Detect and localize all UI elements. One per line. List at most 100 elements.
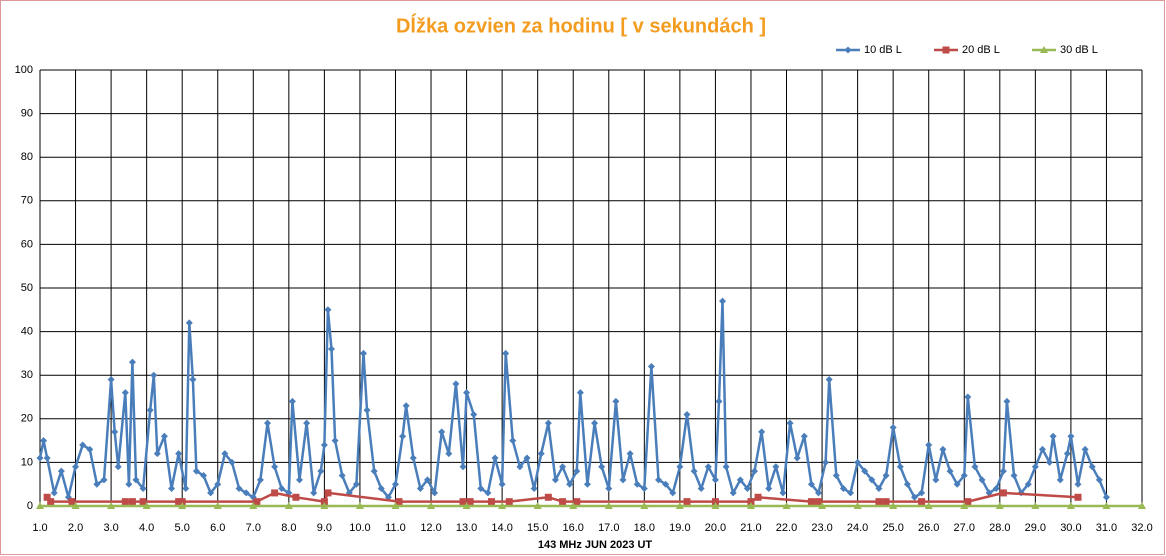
marker bbox=[72, 463, 80, 471]
marker bbox=[57, 467, 65, 475]
marker bbox=[228, 458, 236, 466]
marker bbox=[487, 498, 495, 506]
marker bbox=[683, 410, 691, 418]
marker bbox=[284, 502, 293, 509]
x-tick-label: 9.0 bbox=[317, 522, 332, 534]
x-tick-label: 14.0 bbox=[491, 522, 512, 534]
marker bbox=[612, 397, 620, 405]
marker bbox=[559, 463, 567, 471]
marker bbox=[559, 498, 567, 506]
x-tick-label: 5.0 bbox=[175, 522, 190, 534]
marker bbox=[150, 371, 158, 379]
marker bbox=[114, 463, 122, 471]
marker bbox=[779, 489, 787, 497]
marker bbox=[719, 297, 727, 305]
marker bbox=[142, 502, 151, 509]
y-tick-label: 90 bbox=[21, 108, 33, 120]
marker bbox=[576, 389, 584, 397]
x-tick-label: 3.0 bbox=[103, 522, 118, 534]
marker bbox=[36, 502, 44, 509]
marker bbox=[640, 485, 648, 493]
y-tick-label: 10 bbox=[21, 456, 33, 468]
marker bbox=[331, 437, 339, 445]
marker bbox=[242, 489, 250, 497]
marker bbox=[370, 467, 378, 475]
marker bbox=[153, 450, 161, 458]
marker bbox=[338, 471, 346, 479]
marker bbox=[79, 441, 87, 449]
marker bbox=[200, 471, 208, 479]
marker bbox=[303, 419, 311, 427]
marker bbox=[235, 485, 243, 493]
marker bbox=[47, 498, 55, 506]
y-tick-label: 70 bbox=[21, 195, 33, 207]
marker bbox=[128, 498, 136, 506]
marker bbox=[815, 489, 823, 497]
marker bbox=[509, 437, 517, 445]
marker bbox=[71, 502, 80, 509]
marker bbox=[960, 502, 969, 509]
marker bbox=[960, 471, 968, 479]
x-axis-label: 143 MHz JUN 2023 UT bbox=[538, 539, 653, 551]
marker bbox=[470, 410, 478, 418]
marker bbox=[751, 467, 759, 475]
marker bbox=[605, 485, 613, 493]
marker bbox=[640, 502, 649, 509]
x-tick-label: 4.0 bbox=[139, 522, 154, 534]
marker bbox=[853, 502, 862, 509]
marker bbox=[964, 393, 972, 401]
marker bbox=[533, 502, 542, 509]
marker bbox=[690, 467, 698, 475]
x-tick-label: 18.0 bbox=[634, 522, 655, 534]
series-line bbox=[38, 299, 1108, 499]
marker bbox=[395, 498, 403, 506]
marker bbox=[459, 498, 467, 506]
legend-marker bbox=[844, 46, 852, 54]
marker bbox=[391, 502, 400, 509]
marker bbox=[662, 480, 670, 488]
marker bbox=[256, 476, 264, 484]
marker bbox=[583, 480, 591, 488]
marker bbox=[896, 463, 904, 471]
marker bbox=[93, 480, 101, 488]
marker bbox=[452, 380, 460, 388]
marker bbox=[100, 476, 108, 484]
legend-label: 20 dB L bbox=[962, 44, 1000, 56]
marker bbox=[1095, 476, 1103, 484]
y-tick-label: 30 bbox=[21, 369, 33, 381]
marker bbox=[320, 498, 328, 506]
marker bbox=[1066, 502, 1075, 509]
marker bbox=[551, 476, 559, 484]
marker bbox=[573, 467, 581, 475]
marker bbox=[537, 450, 545, 458]
marker bbox=[875, 485, 883, 493]
marker bbox=[121, 389, 129, 397]
x-tick-label: 31.0 bbox=[1096, 522, 1117, 534]
marker bbox=[825, 376, 833, 384]
marker bbox=[399, 432, 407, 440]
marker bbox=[324, 489, 332, 497]
marker bbox=[992, 485, 1000, 493]
y-tick-label: 60 bbox=[21, 238, 33, 250]
marker bbox=[619, 476, 627, 484]
marker bbox=[683, 498, 691, 506]
marker bbox=[1038, 445, 1046, 453]
marker bbox=[359, 349, 367, 357]
marker bbox=[477, 485, 485, 493]
marker bbox=[459, 463, 467, 471]
marker bbox=[516, 463, 524, 471]
marker bbox=[264, 419, 272, 427]
marker bbox=[903, 480, 911, 488]
marker bbox=[815, 498, 823, 506]
marker bbox=[747, 498, 755, 506]
marker bbox=[146, 406, 154, 414]
x-tick-label: 32.0 bbox=[1131, 522, 1152, 534]
marker bbox=[50, 489, 58, 497]
marker bbox=[925, 441, 933, 449]
legend-label: 10 dB L bbox=[864, 44, 902, 56]
marker bbox=[409, 454, 417, 462]
marker bbox=[889, 424, 897, 432]
marker bbox=[971, 463, 979, 471]
marker bbox=[669, 489, 677, 497]
marker bbox=[1088, 463, 1096, 471]
